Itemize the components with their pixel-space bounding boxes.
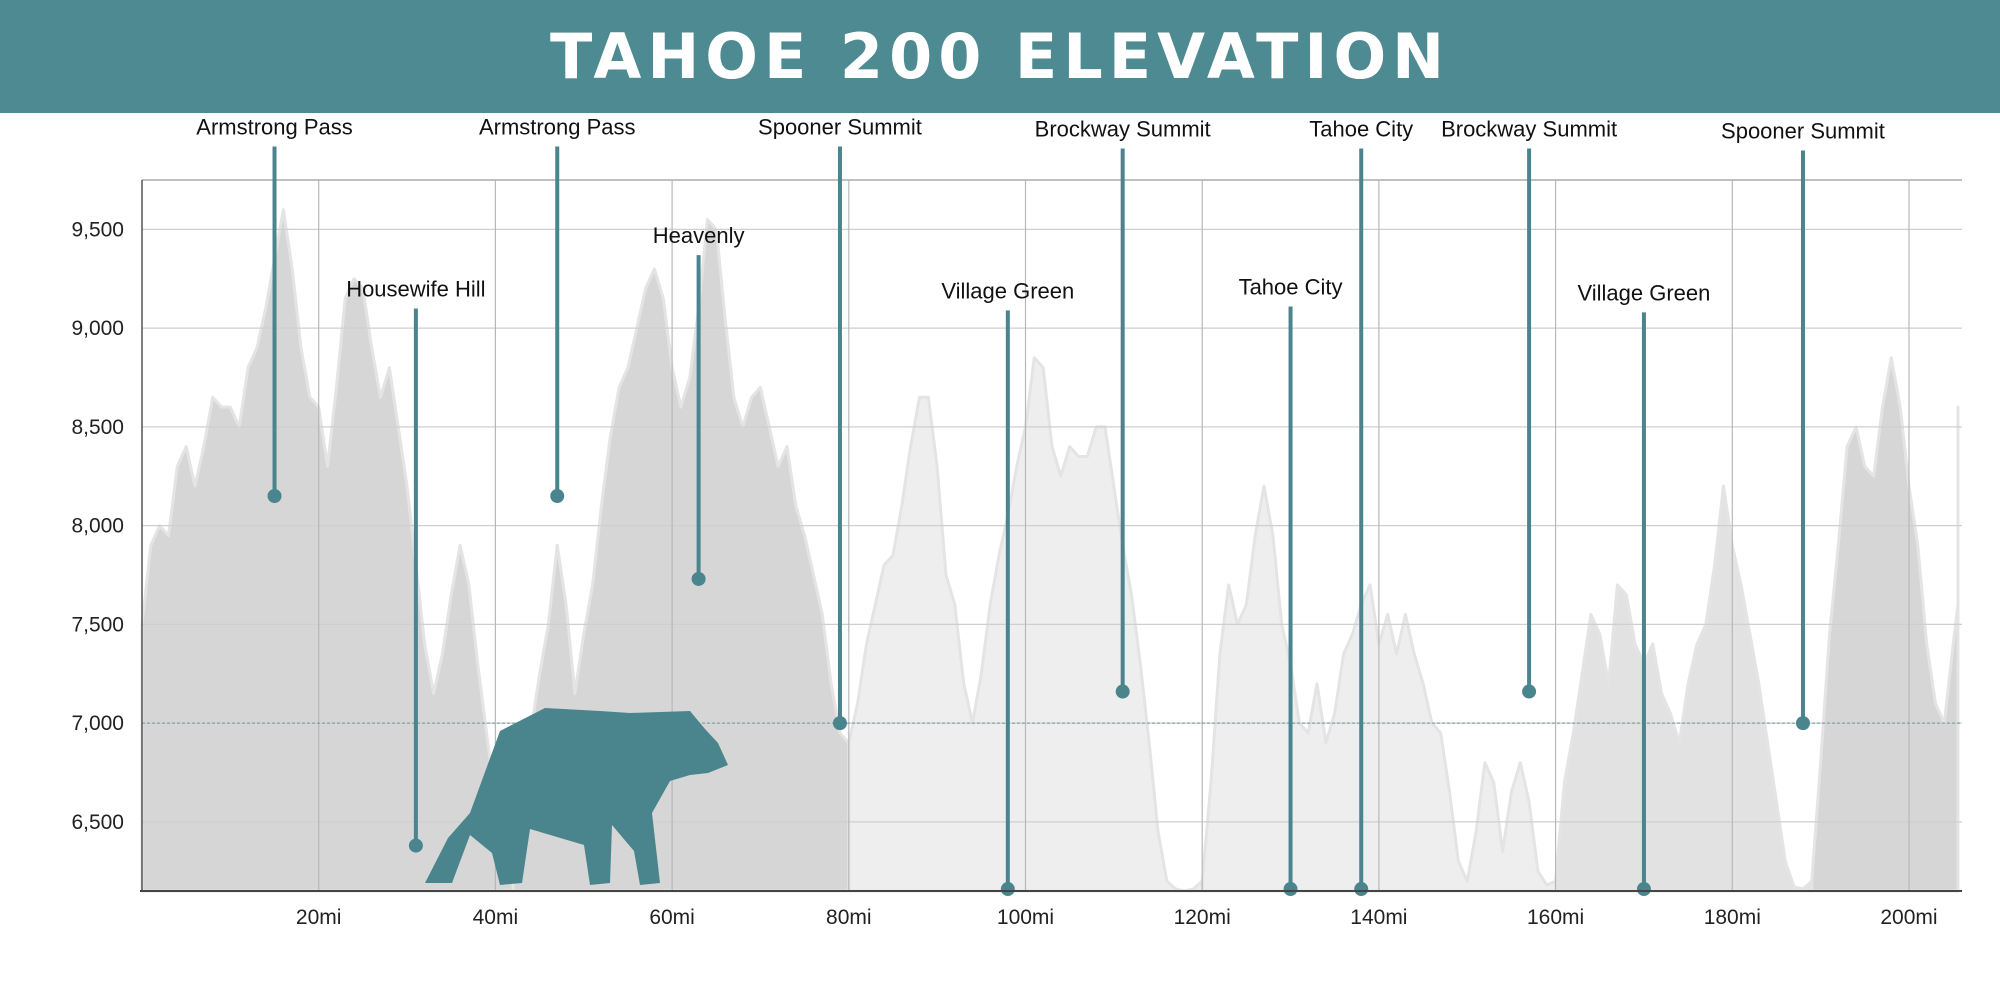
waypoint-label: Spooner Summit bbox=[1721, 118, 1885, 143]
waypoint-marker bbox=[408, 838, 423, 853]
waypoint-label: Tahoe City bbox=[1239, 274, 1343, 299]
x-tick-label: 80mi bbox=[826, 906, 872, 929]
title-banner: TAHOE 200 ELEVATION bbox=[0, 0, 2000, 113]
waypoint-marker bbox=[1795, 716, 1810, 731]
waypoint-label: Brockway Summit bbox=[1441, 116, 1617, 141]
x-tick-label: 160mi bbox=[1527, 906, 1584, 929]
y-tick-label: 7,000 bbox=[71, 712, 124, 735]
waypoint-marker bbox=[1115, 684, 1130, 699]
y-tick-label: 8,000 bbox=[71, 515, 124, 538]
y-tick-label: 9,000 bbox=[71, 317, 124, 340]
waypoint-marker bbox=[1522, 684, 1537, 699]
x-tick-label: 100mi bbox=[997, 906, 1054, 929]
waypoint-label: Spooner Summit bbox=[758, 115, 922, 140]
terrain-segment-5 bbox=[1554, 484, 1814, 893]
waypoint-label: Village Green bbox=[941, 278, 1074, 303]
waypoint-marker bbox=[1283, 882, 1298, 897]
elevation-chart: Armstrong Pass Housewife Hill Armstrong Pa… bbox=[71, 115, 1962, 929]
waypoint-markers: Armstrong Pass Housewife Hill Armstrong Pa… bbox=[196, 115, 1885, 897]
x-tick-label: 120mi bbox=[1174, 906, 1231, 929]
y-tick-label: 6,500 bbox=[71, 811, 124, 834]
y-tick-label: 8,500 bbox=[71, 416, 124, 439]
waypoint-label: Housewife Hill bbox=[346, 276, 485, 301]
x-tick-label: 40mi bbox=[473, 906, 519, 929]
waypoint-label: Brockway Summit bbox=[1035, 116, 1211, 141]
x-tick-label: 140mi bbox=[1350, 906, 1407, 929]
y-tick-label: 9,500 bbox=[71, 218, 124, 241]
waypoint-marker bbox=[1354, 882, 1369, 897]
waypoint-label: Tahoe City bbox=[1309, 116, 1413, 141]
waypoint-marker bbox=[267, 489, 282, 503]
waypoint-marker bbox=[832, 716, 847, 731]
x-tick-label: 60mi bbox=[649, 906, 695, 929]
waypoint-marker bbox=[550, 489, 565, 503]
waypoint-label: Village Green bbox=[1577, 280, 1710, 305]
waypoint-marker bbox=[1636, 882, 1651, 897]
gridlines bbox=[142, 179, 1962, 891]
x-tick-label: 20mi bbox=[296, 906, 342, 929]
waypoint-label: Armstrong Pass bbox=[479, 115, 636, 140]
waypoint-label: Heavenly bbox=[653, 223, 745, 248]
waypoint-marker bbox=[691, 571, 706, 586]
waypoint-label: Armstrong Pass bbox=[196, 115, 353, 140]
axes: 6,500 7,000 7,500 8,000 8,500 9,000 9,500 20mi 4… bbox=[71, 180, 1962, 929]
terrain-segment-1 bbox=[140, 208, 515, 893]
y-tick-label: 7,500 bbox=[71, 613, 124, 636]
x-tick-label: 200mi bbox=[1880, 906, 1937, 929]
waypoint-marker bbox=[1000, 882, 1015, 897]
x-tick-label: 180mi bbox=[1704, 906, 1761, 929]
bear-silhouette-icon bbox=[425, 708, 728, 885]
page-title: TAHOE 200 ELEVATION bbox=[549, 20, 1451, 93]
